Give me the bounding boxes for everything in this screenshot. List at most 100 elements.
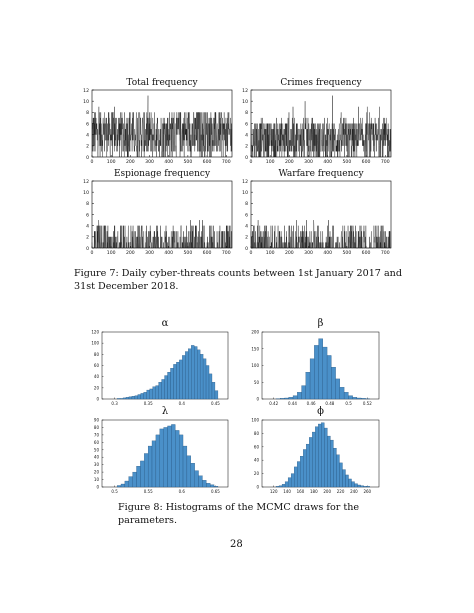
- hist-x-tick-label-1: 0.42: [269, 401, 278, 406]
- histogram-bar-0: [205, 365, 210, 400]
- hist-x-tick-label-1: 0.46: [307, 401, 316, 406]
- x-tick-label-0: 400: [164, 159, 173, 165]
- hist-x-tick-label-1: 0.52: [363, 401, 372, 406]
- histogram-bar-1: [292, 395, 298, 400]
- hist-y-tick-label-1: 100: [251, 363, 259, 368]
- histogram-bar-0: [116, 398, 121, 400]
- histogram-bar-3: [318, 423, 322, 488]
- histogram-bar-3: [300, 456, 304, 488]
- histogram-bar-3: [275, 486, 280, 488]
- x-tick-label-2: 100: [107, 250, 116, 256]
- histogram-bar-2: [147, 445, 153, 488]
- histogram-bar-1: [288, 397, 294, 400]
- y-tick-label-2: 8: [86, 201, 89, 207]
- histogram-bar-2: [202, 480, 207, 488]
- hist-y-tick-label-2: 40: [94, 455, 100, 460]
- x-tick-label-2: 200: [126, 250, 135, 256]
- y-tick-label-0: 10: [83, 99, 89, 105]
- histogram-bar-0: [161, 379, 165, 400]
- y-tick-label-1: 2: [245, 144, 248, 150]
- hist-y-tick-label-3: 80: [254, 431, 260, 436]
- histogram-bar-2: [155, 434, 160, 488]
- histogram-title-1: β: [318, 318, 324, 329]
- hist-y-tick-label-2: 80: [94, 425, 100, 430]
- x-tick-label-1: 200: [285, 159, 294, 165]
- histogram-bar-0: [197, 349, 201, 400]
- x-tick-label-3: 700: [381, 250, 390, 256]
- histogram-bar-1: [309, 358, 315, 400]
- panel-title-2: Espionage frequency: [114, 169, 211, 179]
- histogram-title-3: ϕ: [317, 406, 324, 417]
- histogram-bar-2: [198, 475, 203, 488]
- histogram-bar-2: [151, 440, 157, 488]
- histogram-bar-0: [208, 373, 213, 400]
- histogram-bar-3: [306, 443, 310, 488]
- histogram-bar-3: [284, 481, 289, 488]
- y-tick-label-1: 0: [245, 155, 248, 161]
- y-tick-label-1: 8: [245, 110, 248, 116]
- histogram-bar-1: [305, 372, 311, 400]
- y-tick-label-1: 10: [242, 99, 248, 105]
- panel-title-0: Total frequency: [126, 78, 198, 88]
- figure-8-caption: Figure 8: Histograms of the MCMC draws f…: [118, 502, 360, 526]
- y-tick-label-0: 12: [83, 88, 89, 94]
- hist-y-tick-label-2: 60: [94, 440, 100, 445]
- hist-x-tick-label-3: 160: [297, 489, 305, 494]
- histogram-bar-2: [167, 425, 172, 488]
- histogram-bar-2: [213, 486, 219, 488]
- histogram-bar-1: [352, 397, 358, 400]
- histogram-bar-0: [179, 359, 183, 400]
- histogram-bar-3: [363, 486, 367, 488]
- series-line-0: [92, 95, 232, 158]
- hist-y-tick-label-0: 120: [91, 330, 99, 335]
- histogram-bar-1: [280, 398, 285, 400]
- x-tick-label-2: 400: [164, 250, 173, 256]
- x-tick-label-0: 100: [107, 159, 116, 165]
- histogram-bar-3: [354, 483, 358, 488]
- histogram-bar-0: [140, 393, 144, 400]
- y-tick-label-1: 4: [245, 132, 248, 138]
- histogram-bar-3: [278, 485, 283, 488]
- hist-x-tick-label-0: 0.4: [179, 401, 186, 406]
- x-tick-label-3: 100: [266, 250, 275, 256]
- x-tick-label-0: 700: [222, 159, 231, 165]
- y-tick-label-0: 2: [86, 144, 89, 150]
- hist-x-tick-label-0: 0.45: [211, 401, 220, 406]
- hist-y-tick-label-0: 20: [94, 385, 100, 390]
- histogram-bar-0: [202, 358, 207, 400]
- panel-title-3: Warfare frequency: [278, 169, 364, 179]
- hist-x-tick-label-3: 200: [323, 489, 331, 494]
- histogram-bar-2: [175, 430, 180, 488]
- x-tick-label-1: 100: [266, 159, 275, 165]
- histogram-bar-2: [210, 484, 215, 488]
- y-tick-label-1: 12: [242, 88, 248, 94]
- histogram-bar-3: [345, 474, 349, 488]
- histogram-bar-3: [366, 486, 370, 488]
- x-tick-label-2: 0: [91, 250, 94, 256]
- histogram-bar-3: [290, 473, 295, 488]
- hist-x-tick-label-3: 120: [270, 489, 278, 494]
- panel-title-1: Crimes frequency: [280, 78, 362, 88]
- histogram-bar-1: [322, 346, 328, 400]
- x-tick-label-3: 0: [250, 250, 253, 256]
- histogram-bar-1: [318, 338, 323, 400]
- histogram-bar-1: [356, 397, 362, 400]
- histogram-bar-0: [211, 382, 216, 400]
- hist-y-tick-label-3: 20: [254, 471, 260, 476]
- histogram-bar-0: [214, 390, 219, 400]
- page-number: 28: [230, 539, 243, 550]
- histogram-bar-0: [191, 345, 195, 400]
- histogram-bar-1: [326, 355, 332, 400]
- histogram-bar-0: [188, 348, 192, 400]
- series-line-1: [250, 95, 391, 158]
- y-tick-label-3: 0: [245, 246, 248, 252]
- histogram-bar-2: [186, 455, 191, 488]
- x-tick-label-0: 200: [126, 159, 135, 165]
- histogram-bar-3: [360, 485, 364, 488]
- hist-x-tick-label-2: 0.5: [111, 489, 118, 494]
- histogram-bar-3: [357, 484, 361, 488]
- y-tick-label-3: 10: [242, 190, 248, 196]
- x-tick-label-2: 700: [222, 250, 231, 256]
- x-tick-label-3: 200: [285, 250, 294, 256]
